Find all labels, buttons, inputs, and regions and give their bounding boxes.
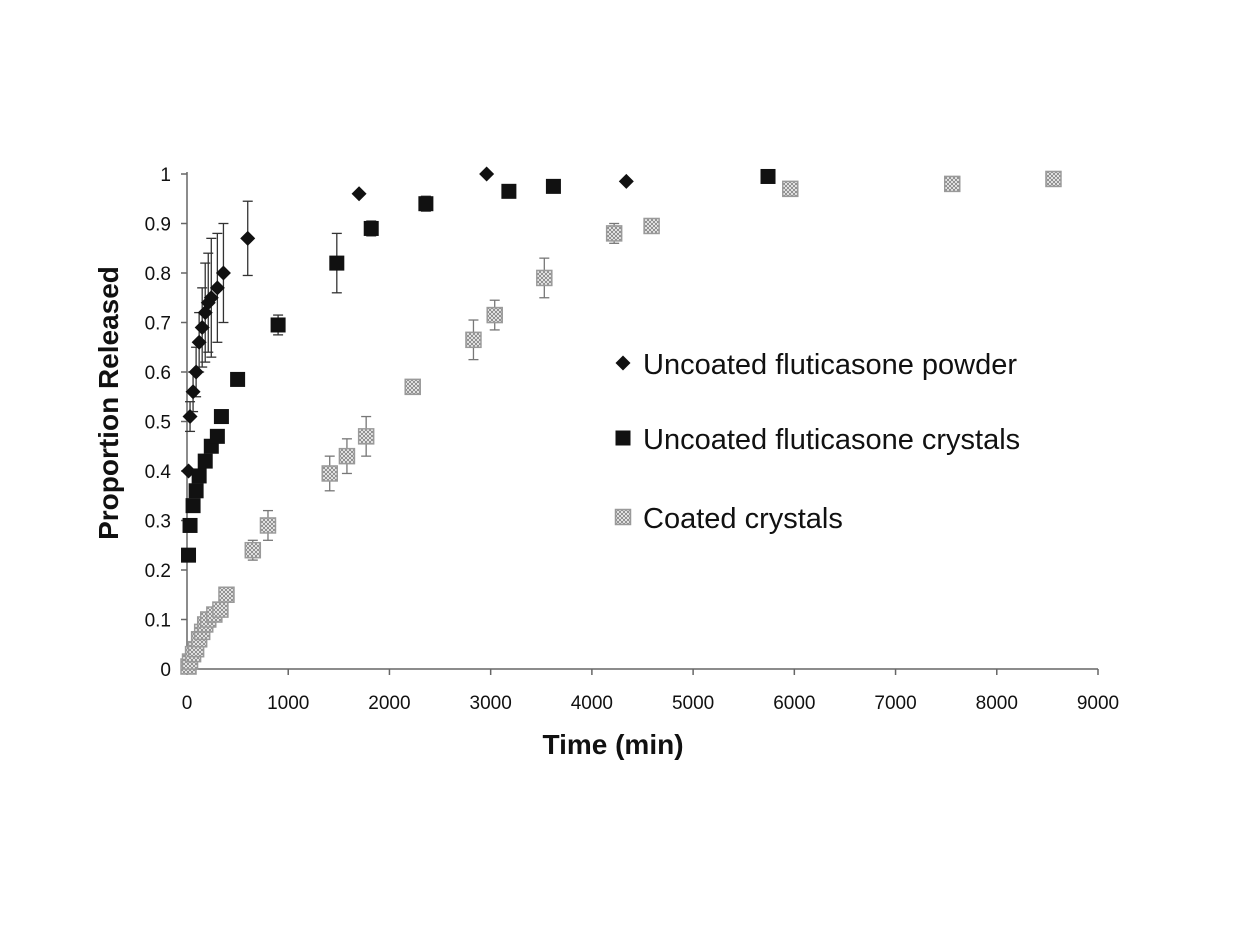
data-point-series-2 [466, 332, 481, 347]
x-tick-label: 7000 [874, 693, 916, 714]
x-tick-label: 8000 [976, 693, 1018, 714]
legend-label-1: Uncoated fluticasone crystals [643, 424, 1020, 456]
data-point-series-0 [216, 266, 231, 281]
y-tick-label: 0.5 [145, 413, 171, 434]
data-point-series-1 [546, 179, 561, 194]
x-tick-label: 4000 [571, 693, 613, 714]
x-tick-label: 6000 [773, 693, 815, 714]
data-point-series-2 [359, 429, 374, 444]
data-point-series-1 [230, 372, 245, 387]
data-point-series-2 [245, 543, 260, 558]
data-point-series-1 [186, 498, 201, 513]
data-point-series-2 [783, 181, 798, 196]
x-tick-label: 1000 [267, 693, 309, 714]
data-point-series-1 [761, 169, 776, 184]
x-tick-label: 9000 [1077, 693, 1119, 714]
data-point-series-1 [214, 409, 229, 424]
data-point-series-1 [271, 317, 286, 332]
data-point-series-0 [352, 186, 367, 201]
data-point-series-2 [260, 518, 275, 533]
data-point-series-1 [183, 518, 198, 533]
legend-marker-2 [616, 510, 631, 525]
data-point-series-1 [192, 468, 207, 483]
x-tick-label: 5000 [672, 693, 714, 714]
data-point-series-2 [945, 176, 960, 191]
y-tick-label: 0.3 [145, 512, 171, 533]
data-point-series-2 [537, 270, 552, 285]
data-point-series-2 [322, 466, 337, 481]
x-axis-title: Time (min) [542, 729, 683, 760]
legend-label-0: Uncoated fluticasone powder [643, 349, 1017, 381]
data-point-series-1 [364, 221, 379, 236]
y-tick-label: 0.8 [145, 264, 171, 285]
error-bars [185, 196, 657, 627]
data-point-series-1 [329, 256, 344, 271]
data-point-series-2 [487, 308, 502, 323]
data-point-series-0 [195, 320, 210, 335]
x-tick-label: 3000 [470, 693, 512, 714]
data-point-series-1 [210, 429, 225, 444]
y-axis-title: Proportion Released [93, 266, 124, 540]
y-tick-label: 0.4 [145, 462, 172, 483]
legend: Uncoated fluticasone powder Uncoated flut… [616, 349, 1021, 535]
y-tick-label: 0.1 [145, 611, 171, 632]
data-point-series-1 [198, 454, 213, 469]
y-tick-label: 0.9 [145, 215, 171, 236]
data-point-series-0 [240, 231, 255, 246]
y-tick-label: 0.7 [145, 314, 171, 335]
data-point-series-2 [405, 379, 420, 394]
legend-label-2: Coated crystals [643, 503, 843, 535]
data-point-series-2 [607, 226, 622, 241]
y-tick-label: 0.2 [145, 561, 171, 582]
data-points [181, 167, 1061, 675]
legend-marker-1 [616, 431, 631, 446]
data-point-series-0 [479, 167, 494, 182]
y-tick-label: 1 [160, 165, 171, 186]
x-tick-label: 0 [182, 693, 193, 714]
data-point-series-2 [213, 602, 228, 617]
data-point-series-1 [181, 548, 196, 563]
data-point-series-0 [619, 174, 634, 189]
data-point-series-1 [418, 196, 433, 211]
data-point-series-2 [644, 218, 659, 233]
y-tick-label: 0.6 [145, 363, 171, 384]
data-point-series-2 [339, 449, 354, 464]
data-point-series-2 [1046, 171, 1061, 186]
legend-marker-0 [616, 356, 631, 371]
data-point-series-2 [219, 587, 234, 602]
data-point-series-1 [501, 184, 516, 199]
y-tick-label: 0 [160, 660, 171, 681]
x-tick-label: 2000 [368, 693, 410, 714]
data-point-series-1 [189, 483, 204, 498]
